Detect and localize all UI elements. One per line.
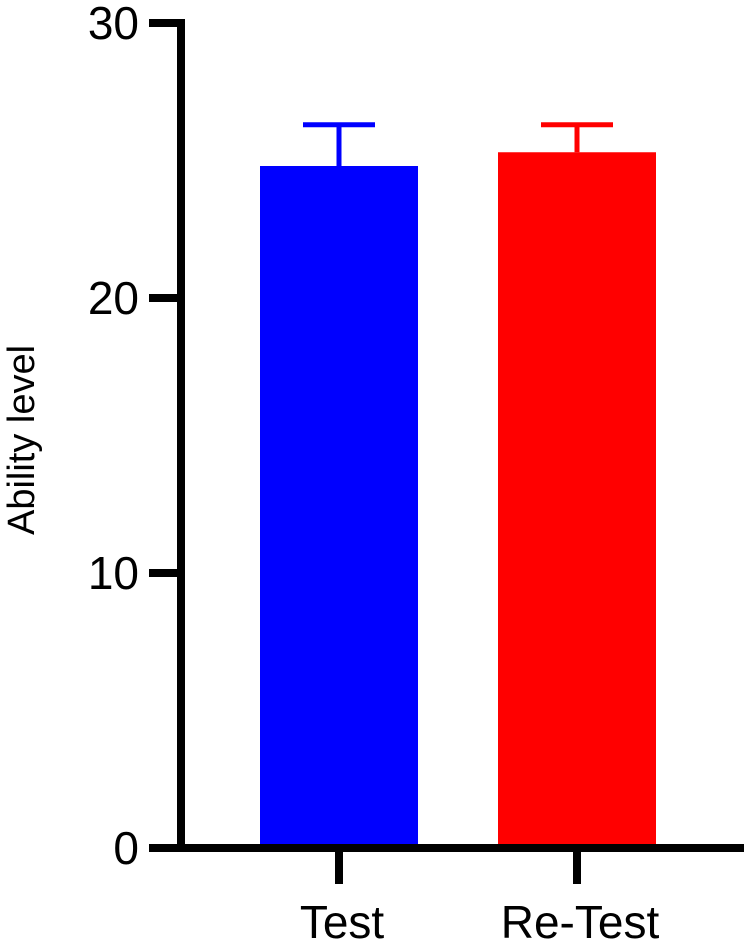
bar-test xyxy=(260,166,418,848)
y-tick-label: 20 xyxy=(88,272,139,324)
y-axis-title: Ability level xyxy=(1,345,43,535)
x-tick-label: Test xyxy=(300,896,385,947)
x-tick-label: Re-Test xyxy=(501,896,660,947)
bars-layer xyxy=(260,122,656,848)
bar-re-test xyxy=(498,152,656,848)
x-axis-ticks: Test Re-Test xyxy=(300,848,660,947)
y-tick-label: 10 xyxy=(88,547,139,599)
y-tick-label: 30 xyxy=(88,0,139,49)
y-tick-label: 0 xyxy=(113,822,139,874)
y-axis-ticks: 0 10 20 30 xyxy=(88,0,181,874)
